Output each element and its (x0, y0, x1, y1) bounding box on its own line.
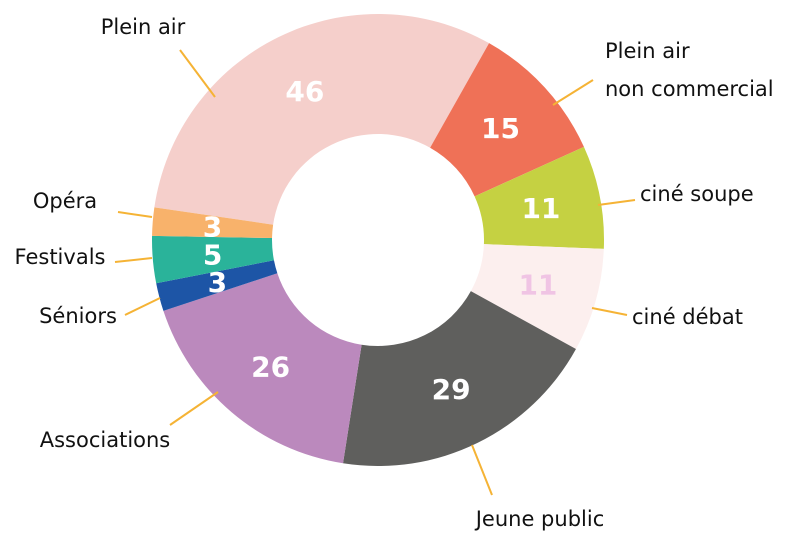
donut-slice (156, 260, 278, 311)
value-label: 3 (208, 266, 227, 299)
value-label: 26 (251, 351, 290, 384)
category-label: Festivals (15, 245, 106, 269)
leader-line (597, 199, 636, 206)
donut-slice (430, 43, 584, 197)
donut-slice (163, 273, 362, 464)
category-label: Associations (40, 428, 171, 452)
leader-line (169, 391, 219, 426)
leader-line (124, 297, 161, 316)
leader-line (471, 444, 493, 496)
donut-slice (151, 235, 274, 284)
category-label: Jeune public (474, 507, 605, 531)
donut-slice (152, 207, 274, 239)
category-label: Plein air non commercial (605, 39, 774, 101)
leader-line (552, 79, 594, 106)
leader-line (591, 307, 628, 316)
value-label: 3 (203, 210, 222, 243)
donut-slice (474, 146, 605, 249)
leader-line (114, 257, 153, 263)
category-label: ciné débat (632, 305, 743, 329)
category-label: Opéra (33, 189, 97, 213)
value-label: 29 (432, 373, 471, 406)
donut-slice (470, 244, 604, 350)
value-label: 11 (521, 192, 560, 225)
value-label: 11 (518, 268, 557, 301)
category-label: ciné soupe (640, 182, 754, 206)
category-label: Plein air (101, 15, 186, 39)
donut-slice (154, 14, 490, 225)
donut-slice (343, 291, 576, 466)
category-label: Séniors (39, 304, 117, 328)
leader-line (179, 49, 216, 98)
leader-line (117, 211, 153, 218)
value-label: 5 (203, 238, 222, 271)
value-label: 15 (481, 112, 520, 145)
value-label: 46 (285, 75, 324, 108)
